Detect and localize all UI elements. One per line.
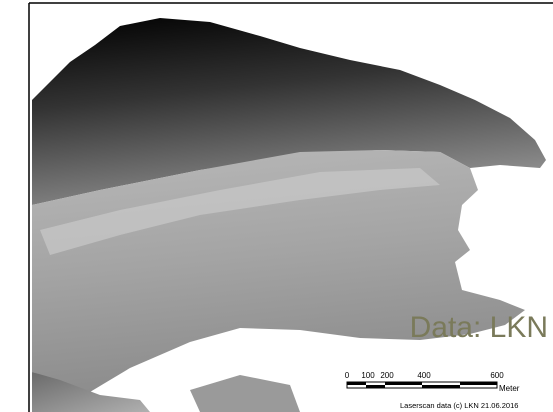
scale-segment [422,385,460,388]
credit: Laserscan data (c) LKN 21.06.2016 [400,401,518,410]
scale-label: 100 [361,371,375,380]
map: Data: LKN 0 100 200 400 600 Meter Lasers… [0,0,553,412]
scale-label: 0 [345,371,350,380]
scale-label: 600 [490,371,504,380]
scale-segment [385,382,422,385]
scale-bar [347,382,497,388]
annotation: Data: LKN [410,311,548,344]
scale-label: 200 [380,371,394,380]
scale-unit: Meter [499,384,520,393]
scale-segment [347,382,366,385]
page: {"annotation": "Data: LKN", "scale_bar":… [0,0,553,412]
scale-segment [366,385,385,388]
scale-label: 400 [417,371,431,380]
scale-segment [460,382,497,385]
